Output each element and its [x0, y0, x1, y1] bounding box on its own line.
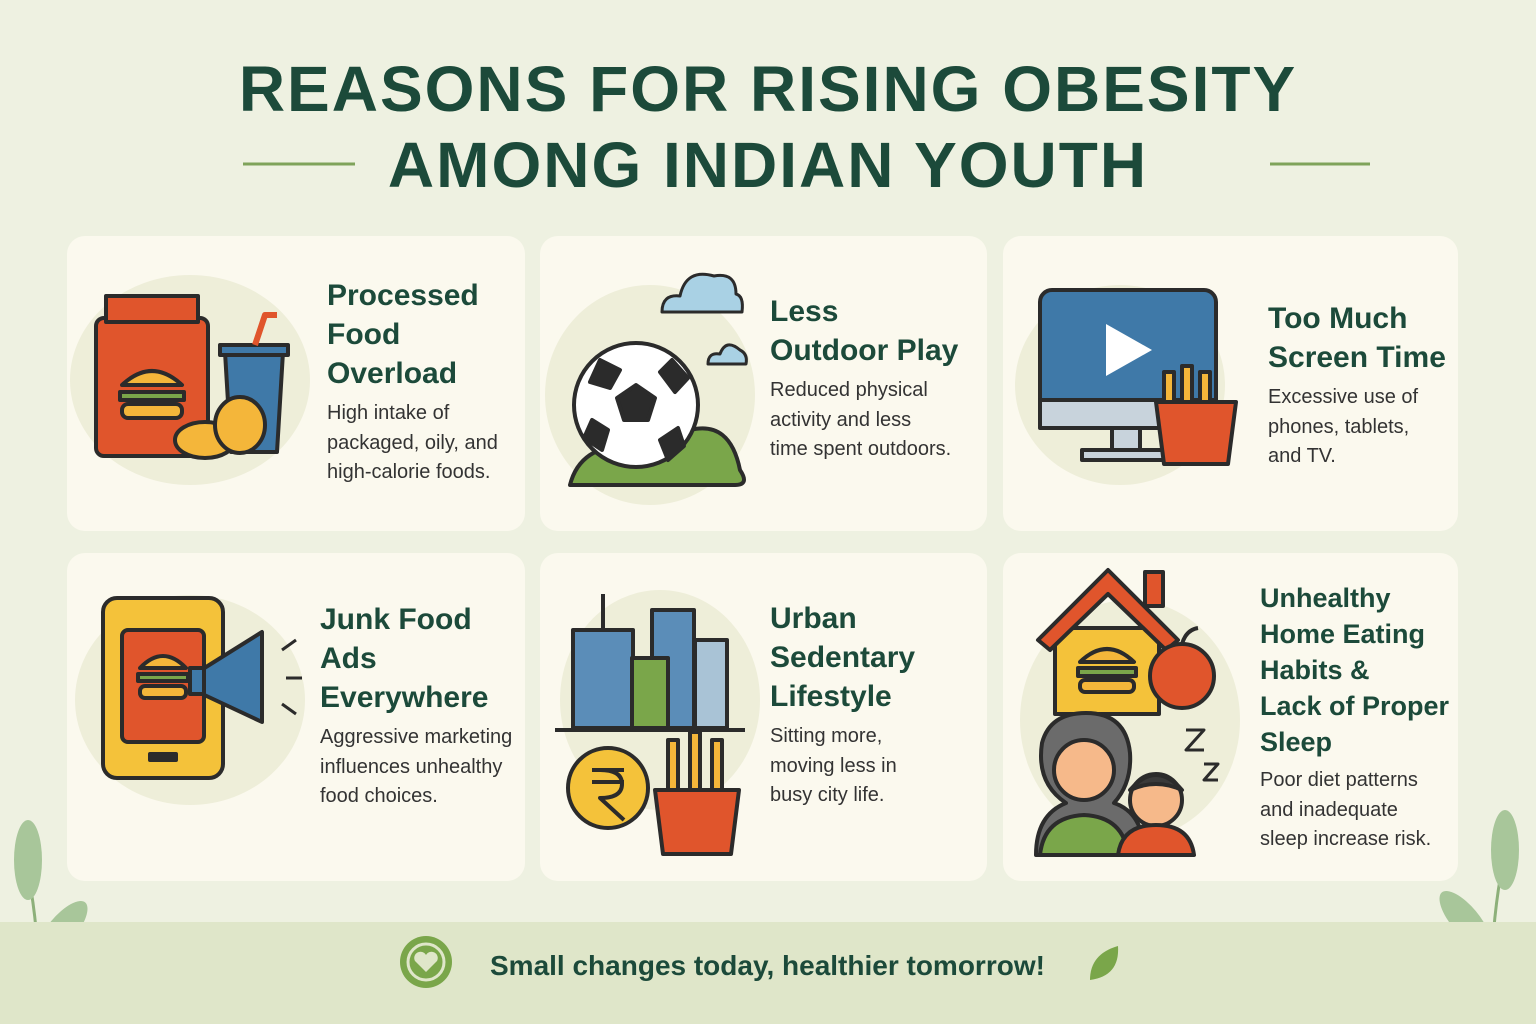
card-title-line: Everywhere — [320, 681, 489, 714]
card-title-line: Home Eating — [1260, 619, 1426, 649]
card-description-line: packaged, oily, and — [327, 431, 498, 454]
card-description-line: high-calorie foods. — [327, 461, 491, 483]
title-line: REASONS FOR RISING OBESITY — [238, 53, 1298, 125]
card-title-line: Outdoor Play — [770, 334, 959, 367]
footer-band — [0, 922, 1536, 1024]
card-title-line: Habits & — [1260, 655, 1370, 685]
card-description: Sitting more, moving less in busy city lif… — [770, 722, 915, 811]
card-text: Less Outdoor Play Reduced physical activity… — [770, 292, 958, 465]
card-title-line: Too Much — [1268, 302, 1408, 335]
card-description-line: High intake of — [327, 402, 450, 424]
footer-text: Small changes today, healthier tomorrow! — [490, 950, 1045, 981]
card-title-line: Unhealthy — [1260, 583, 1391, 613]
card-description-line: sleep increase risk. — [1260, 828, 1432, 850]
card-title-line: Food — [327, 318, 401, 351]
card-title-line: Less — [770, 295, 839, 328]
card-description: Reduced physical activity and less time sp… — [770, 376, 958, 465]
card-description-line: busy city life. — [770, 784, 885, 806]
card-description: High intake of packaged, oily, and high-ca… — [327, 399, 498, 488]
card-description-line: Aggressive marketing — [320, 726, 513, 748]
card-title-line: Sleep — [1260, 727, 1333, 757]
card-description-line: influences unhealthy — [320, 755, 503, 778]
card-title: Junk Food Ads Everywhere — [320, 600, 512, 717]
card-description-line: moving less in — [770, 754, 897, 777]
card-description-line: Poor diet patterns — [1260, 769, 1418, 791]
card-text: Urban Sedentary Lifestyle Sitting more, movi… — [770, 599, 915, 811]
card-title-line: Ads — [320, 642, 377, 675]
card-description-line: Sitting more, — [770, 725, 883, 747]
card-title-line: Lack of Proper — [1260, 691, 1450, 721]
card-title: Processed Food Overload — [327, 276, 498, 393]
card-text: Too Much Screen Time Excessive use of phone… — [1268, 299, 1446, 472]
card-text: Processed Food Overload High intake of packa… — [327, 276, 498, 488]
card-description-line: time spent outdoors. — [770, 438, 952, 460]
card-title: Too Much Screen Time — [1268, 299, 1446, 377]
card-title-line: Screen Time — [1268, 341, 1446, 374]
card-description-line: phones, tablets, — [1268, 415, 1410, 438]
card-description: Aggressive marketing influences unhealthy… — [320, 723, 512, 812]
card-text: Junk Food Ads Everywhere Aggressive marketi… — [320, 600, 512, 812]
card-description-line: food choices. — [320, 785, 438, 807]
card-title-line: Urban — [770, 602, 857, 635]
card-title: Urban Sedentary Lifestyle — [770, 599, 915, 716]
card-title: Unhealthy Home Eating Habits & Lack of Prop… — [1260, 580, 1449, 760]
card-description-line: and inadequate — [1260, 798, 1398, 821]
card-description-line: Excessive use of — [1268, 386, 1419, 408]
card-title-line: Overload — [327, 357, 458, 390]
card-description-line: and TV. — [1268, 445, 1336, 467]
title-line: AMONG INDIAN YOUTH — [387, 129, 1149, 201]
card-description-line: Reduced physical — [770, 379, 928, 401]
card-description: Poor diet patterns and inadequate sleep in… — [1260, 766, 1449, 855]
card-title-line: Junk Food — [320, 603, 472, 636]
card-title-line: Lifestyle — [770, 680, 892, 713]
card-title-line: Processed — [327, 279, 479, 312]
card-title-line: Sedentary — [770, 641, 916, 674]
card-description: Excessive use of phones, tablets, and TV. — [1268, 383, 1446, 472]
card-description-line: activity and less — [770, 408, 912, 431]
card-title: Less Outdoor Play — [770, 292, 958, 370]
card-text: Unhealthy Home Eating Habits & Lack of Prop… — [1260, 580, 1449, 855]
